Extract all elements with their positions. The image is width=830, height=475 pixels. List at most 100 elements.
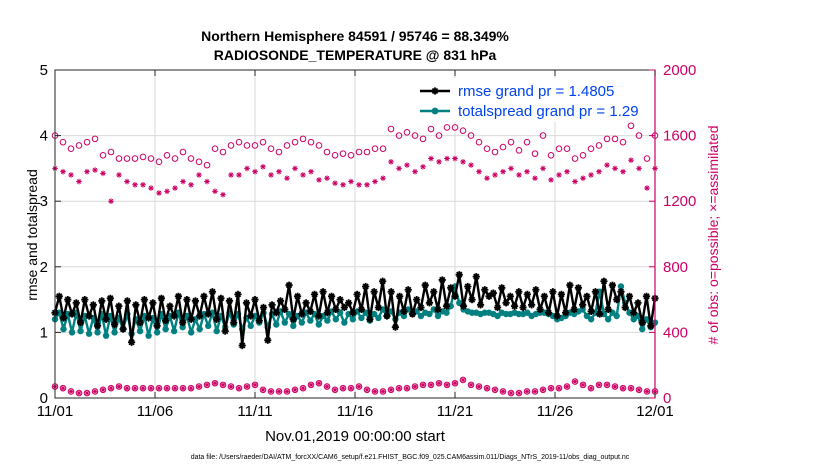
rmse-marker [247,312,255,320]
totalspread-marker [443,309,450,316]
obs-possible-marker [443,124,451,131]
obs-possible-marker [227,142,235,149]
rmse-marker [323,309,331,317]
obs-assimilated-marker [260,163,266,170]
obs-low-possible-marker [131,384,139,392]
rmse-marker [332,305,340,314]
obs-assimilated-marker [564,168,570,175]
obs-possible-marker [355,148,363,156]
rmse-marker [638,318,646,327]
obs-assimilated-marker [340,182,346,188]
obs-assimilated-marker [84,168,90,175]
obs-low-possible-marker [275,388,283,395]
obs-possible-marker [379,145,387,153]
obs-low-possible-marker [411,383,419,390]
obs-low-assimilated-marker [196,384,202,389]
obs-low-possible-marker [331,386,339,394]
obs-possible-marker [467,132,475,139]
obs-low-assimilated-marker [84,390,90,396]
y-tick-label-right: 400 [663,324,688,341]
rmse-marker [306,307,314,316]
obs-assimilated-marker [524,168,530,175]
obs-assimilated-marker [268,172,274,178]
obs-low-assimilated-marker [316,380,322,386]
rmse-marker [319,288,327,296]
obs-low-possible-marker [435,379,443,387]
obs-low-assimilated-marker [356,384,362,389]
rmse-marker [106,294,114,302]
obs-assimilated-marker [308,168,314,175]
obs-low-possible-marker [459,376,467,384]
obs-low-assimilated-marker [612,384,618,389]
totalspread-marker [281,319,288,326]
obs-low-possible-marker [387,386,395,394]
rmse-marker [234,290,242,298]
obs-assimilated-marker [612,165,618,172]
obs-possible-marker [555,145,563,153]
rmse-marker [438,276,446,284]
obs-assimilated-marker [228,172,234,178]
obs-assimilated-marker [324,175,330,182]
obs-low-possible-marker [267,388,275,395]
totalspread-marker [162,325,169,333]
obs-assimilated-marker [348,178,354,185]
obs-low-possible-marker [491,386,499,394]
obs-assimilated-marker [628,157,634,163]
obs-low-assimilated-marker [300,385,306,391]
totalspread-marker [187,329,195,336]
rmse-marker [383,312,391,320]
obs-low-assimilated-marker [212,380,218,386]
obs-low-possible-marker [547,384,555,392]
rmse-marker [617,288,625,296]
rmse-marker [162,316,170,325]
obs-possible-marker [243,142,251,149]
rmse-marker [642,292,651,300]
rmse-marker [434,305,442,314]
obs-possible-marker [595,142,603,149]
rmse-marker [430,288,438,296]
obs-possible-marker [403,129,411,136]
chart-subtitle: RADIOSONDE_TEMPERATURE @ 831 hPa [214,47,497,63]
rmse-marker [630,309,638,317]
obs-assimilated-marker [556,172,562,178]
obs-possible-marker [451,124,459,131]
obs-assimilated-marker [172,185,178,191]
obs-low-assimilated-marker [244,384,250,389]
totalspread-marker [290,322,297,330]
obs-assimilated-marker [372,178,378,185]
rmse-marker [600,277,608,285]
obs-low-possible-marker [643,388,651,395]
obs-low-possible-marker [475,383,483,390]
obs-low-assimilated-marker [332,387,338,393]
chart-title: Northern Hemisphere 84591 / 95746 = 88.3… [201,28,509,44]
obs-possible-marker [395,132,403,139]
rmse-marker [353,290,361,298]
obs-assimilated-marker [188,182,194,188]
obs-possible-marker [291,138,299,146]
rmse-marker [502,299,510,307]
rmse-marker [574,284,583,292]
rmse-marker [391,323,400,331]
rmse-marker [362,282,370,291]
rmse-marker [230,318,238,327]
obs-assimilated-marker [196,172,202,178]
rmse-marker [157,294,165,302]
rmse-marker [540,292,548,300]
rmse-marker [149,299,157,307]
obs-low-assimilated-marker [540,387,546,393]
obs-assimilated-marker [116,172,122,178]
rmse-marker [345,299,353,307]
obs-possible-marker [59,138,67,146]
obs-low-possible-marker [347,384,355,392]
obs-possible-marker [499,143,507,151]
obs-low-possible-marker [203,381,211,389]
obs-low-possible-marker [163,384,171,392]
totalspread-marker [179,323,186,331]
obs-assimilated-marker [356,182,362,188]
rmse-marker [604,305,612,314]
obs-low-assimilated-marker [268,389,274,394]
rmse-marker [204,310,212,318]
obs-low-assimilated-marker [252,382,258,388]
